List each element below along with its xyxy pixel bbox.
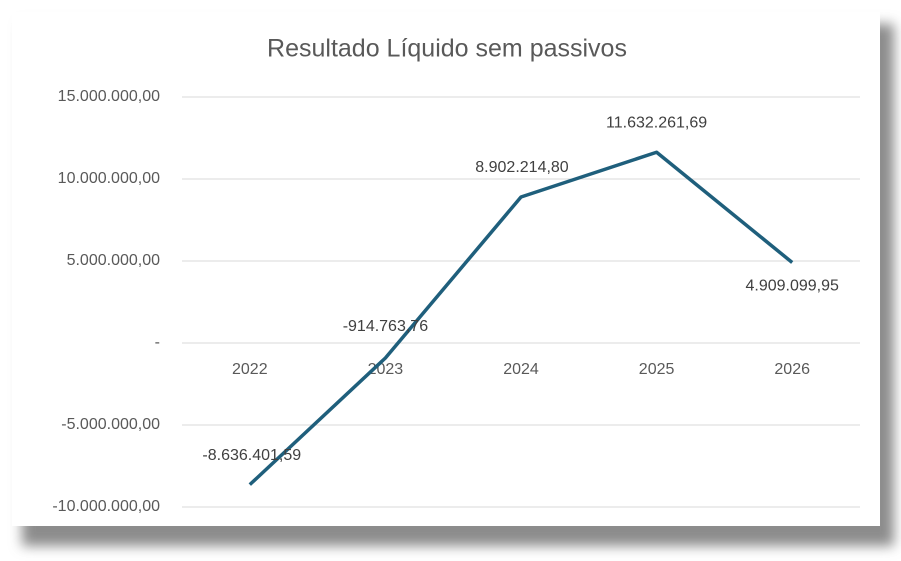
chart-area bbox=[12, 12, 880, 526]
y-tick-label: 5.000.000,00 bbox=[67, 252, 161, 269]
line-series bbox=[248, 150, 794, 486]
chart-title: Resultado Líquido sem passivos bbox=[267, 35, 627, 63]
data-label: 4.909.099,95 bbox=[745, 278, 839, 295]
y-tick-label: -5.000.000,00 bbox=[61, 416, 160, 433]
y-tick-label: 10.000.000,00 bbox=[58, 170, 160, 187]
y-tick-label: -10.000.000,00 bbox=[52, 498, 160, 515]
x-tick-label: 2024 bbox=[503, 361, 539, 378]
x-tick-label: 2026 bbox=[774, 361, 810, 378]
data-label: 11.632.261,69 bbox=[606, 114, 707, 131]
x-tick-label: 2022 bbox=[232, 361, 268, 378]
data-label: 8.902.214,80 bbox=[475, 159, 569, 176]
y-tick-label: - bbox=[155, 334, 160, 351]
x-tick-label: 2025 bbox=[639, 361, 675, 378]
data-label: -8.636.401,59 bbox=[202, 447, 301, 464]
y-tick-label: 15.000.000,00 bbox=[58, 88, 160, 105]
data-label: -914.763,76 bbox=[343, 318, 429, 335]
